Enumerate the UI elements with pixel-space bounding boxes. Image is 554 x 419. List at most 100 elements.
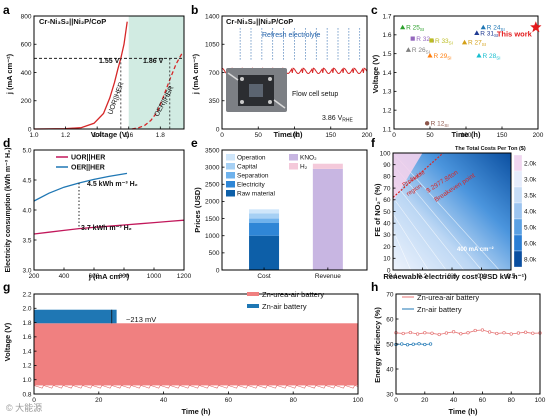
x-tick-label: 40 — [160, 397, 168, 404]
panel-e-xticks: Cost Revenue — [257, 267, 341, 280]
x-tick-label: 800 — [119, 273, 130, 280]
y-tick-label: 100 — [380, 150, 391, 157]
y-tick-label: 3000 — [205, 164, 220, 171]
efficiency-point — [423, 342, 427, 347]
data-point-marker — [427, 52, 433, 58]
x-tick-label: 20 — [95, 397, 103, 404]
data-point-marker — [474, 30, 480, 35]
data-point-label: R 25SI — [406, 25, 424, 32]
legend-label: Operation — [237, 155, 266, 162]
colorbar-segment — [513, 218, 523, 236]
y-tick-label: 70 — [386, 291, 394, 298]
uor-her-consumption-curve — [33, 219, 185, 235]
data-point-ref-suffix: SI — [494, 33, 498, 38]
y-tick-label: 600 — [21, 42, 32, 49]
y-tick-label: 30 — [383, 232, 391, 239]
data-point-ref-suffix: SI — [501, 27, 505, 32]
panel-h-xticks: 0 20 40 60 80 100 — [394, 391, 546, 404]
data-point-label: This work — [497, 29, 533, 38]
annotation-1-55v: 1.55 V — [99, 58, 120, 65]
legend-swatch — [289, 163, 298, 170]
panel-b-xlabel: Time (h) — [273, 130, 303, 139]
uor-her-curve — [33, 21, 128, 130]
annotation-3-7-kwh: 3.7 kWh m⁻³ H₂ — [81, 225, 132, 232]
data-point-ref-suffix: SI — [449, 40, 453, 45]
panel-h-xlabel: Time (h) — [448, 407, 478, 416]
y-tick-label: 20 — [383, 244, 391, 251]
efficiency-point — [473, 328, 477, 333]
legend-swatch — [226, 172, 235, 179]
y-tick-label: 0 — [28, 126, 32, 133]
y-tick-label: 4.5 — [22, 177, 31, 184]
refresh-electrolyte-label: Refresh electrolyte — [262, 32, 320, 39]
panel-e-bars — [249, 163, 343, 270]
x-tick-label: 1.2 — [61, 132, 70, 139]
efficiency-point — [523, 330, 528, 334]
legend-label: H₂ — [300, 164, 308, 171]
panel-d-xlabel: j (mA cm⁻²) — [88, 272, 130, 281]
colorbar-label: 2.0k — [524, 160, 537, 167]
data-point-marker — [424, 121, 430, 126]
panel-e: Operation Capital Separation Electricity Raw… — [193, 147, 368, 280]
legend-label: Capital — [237, 164, 258, 171]
bar-segment — [249, 213, 280, 219]
panel-a-xticks: 1.0 1.2 1.4 1.6 1.8 — [29, 126, 165, 139]
efficiency-point — [400, 342, 404, 346]
oer-shaded-region — [128, 16, 184, 129]
panel-g-legend: Zn-urea-air battery Zn-air battery — [247, 290, 324, 311]
x-tick-label: 1.0 — [29, 132, 38, 139]
y-tick-label: 2.2 — [22, 291, 31, 298]
y-tick-label: 1500 — [205, 216, 220, 223]
bar-segment — [249, 218, 280, 223]
x-tick-label: 0 — [392, 132, 396, 139]
efficiency-point — [411, 342, 415, 346]
zn-air-efficiency-points — [394, 342, 433, 347]
y-tick-label: 400 — [21, 70, 32, 77]
efficiency-point — [531, 331, 535, 335]
y-tick-label: 500 — [209, 250, 220, 257]
panel-g-yticks: 0.8 1.0 1.2 1.4 1.6 1.8 2.0 2.2 — [22, 291, 37, 398]
zn-urea-air-cycling-edge — [33, 385, 359, 389]
colorbar-segment — [513, 170, 523, 188]
legend-label-zn-urea-h: Zn-urea-air battery — [417, 293, 479, 302]
y-tick-label: 3.5 — [22, 237, 31, 244]
panel-g-frame — [33, 293, 359, 395]
x-tick-label: 80 — [290, 397, 298, 404]
zn-urea-efficiency-points — [394, 328, 542, 337]
y-tick-label: 1400 — [205, 13, 220, 20]
x-tick-label: 200 — [362, 132, 373, 139]
legend-swatch-zn-air — [247, 304, 259, 308]
data-point-marker — [461, 39, 468, 45]
y-tick-label: 1.1 — [382, 126, 391, 133]
data-point-label: R 27SI — [468, 40, 486, 48]
bar-segment — [312, 168, 343, 270]
x-tick-label: 0 — [32, 397, 36, 404]
panel-d-frame — [33, 149, 185, 271]
y-tick-label: 1.4 — [382, 70, 391, 77]
panel-c-yticks: 1.1 1.2 1.3 1.4 1.5 1.6 1.7 — [382, 13, 397, 133]
x-tick-label: Revenue — [315, 273, 341, 280]
panel-h-ylabel: Energy efficiency (%) — [373, 307, 382, 383]
legend-swatch — [226, 190, 235, 197]
panel-b-xticks: 0 50 100 150 200 — [220, 126, 373, 139]
panel-c-ylabel: Voltage (V) — [371, 54, 380, 93]
colorbar-segment — [513, 250, 523, 268]
panel-f-xticks: 0.1 0.2 0.3 0.4 0.5 — [388, 267, 516, 280]
y-tick-label: 80 — [383, 174, 391, 181]
y-tick-label: 2.0 — [22, 306, 31, 313]
y-tick-label: 3.0 — [22, 267, 31, 274]
colorbar-label: 4.0k — [524, 208, 537, 215]
efficiency-point — [428, 342, 433, 346]
y-tick-label: 1.6 — [22, 334, 31, 341]
efficiency-point — [459, 332, 463, 336]
current-density-label: 400 mA cm⁻² — [457, 246, 494, 253]
data-point-ref-suffix: SI — [444, 123, 448, 128]
y-tick-label: 30 — [386, 391, 394, 398]
y-tick-label: 0.8 — [22, 391, 31, 398]
legend-label: Raw material — [237, 191, 275, 198]
y-tick-label: 0 — [216, 126, 220, 133]
legend-label: Separation — [237, 173, 269, 180]
efficiency-point — [480, 328, 485, 332]
y-tick-label: 1.8 — [22, 320, 31, 327]
